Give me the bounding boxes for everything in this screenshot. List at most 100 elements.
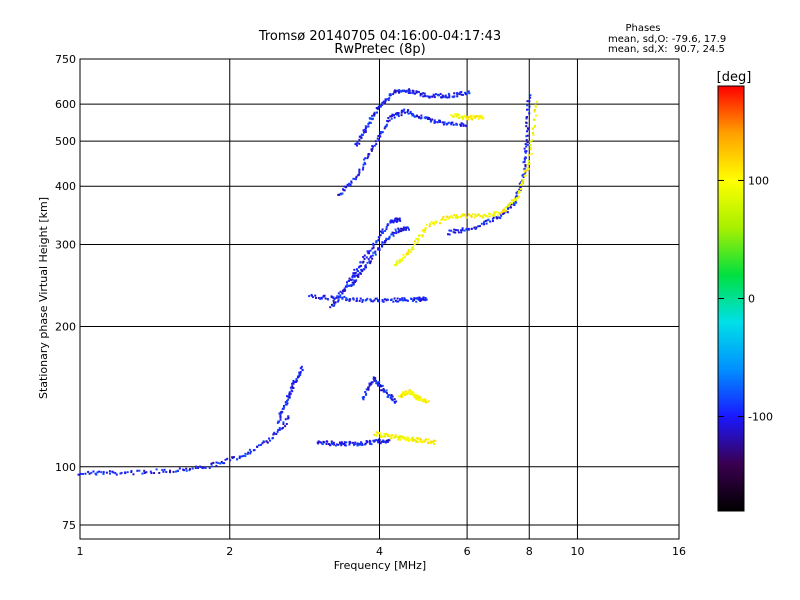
data-point — [529, 96, 532, 99]
data-point — [379, 435, 382, 438]
data-point — [434, 439, 437, 442]
data-point — [400, 393, 403, 396]
data-point — [422, 228, 425, 231]
data-point — [329, 444, 332, 447]
data-point — [130, 471, 133, 474]
y-tick-label: 500 — [55, 135, 76, 148]
data-point — [384, 390, 387, 393]
data-point — [92, 470, 95, 473]
data-point — [504, 210, 507, 213]
data-point — [418, 296, 421, 299]
data-point — [279, 416, 282, 419]
data-point — [400, 230, 403, 233]
data-point — [289, 386, 292, 389]
data-point — [366, 441, 369, 444]
data-point — [418, 437, 421, 440]
data-point — [360, 268, 363, 271]
data-point — [406, 437, 409, 440]
data-point — [194, 467, 197, 470]
data-point — [450, 123, 453, 126]
data-point — [272, 433, 275, 436]
data-point — [402, 393, 405, 396]
data-point — [185, 469, 188, 472]
data-point — [402, 226, 405, 229]
data-point — [361, 396, 364, 399]
data-point — [433, 223, 436, 226]
data-point — [374, 377, 377, 380]
colorbar-tick-label: 0 — [748, 293, 755, 306]
data-point — [288, 394, 291, 397]
data-point — [488, 215, 491, 218]
data-point — [393, 264, 396, 267]
data-point — [284, 418, 287, 421]
data-point — [345, 297, 348, 300]
data-point — [496, 214, 499, 217]
data-point — [136, 469, 139, 472]
data-point — [404, 437, 407, 440]
data-point — [388, 236, 391, 239]
data-point — [369, 260, 372, 263]
data-point — [533, 110, 536, 113]
data-point — [394, 228, 397, 231]
data-point — [374, 250, 377, 253]
data-point — [347, 279, 350, 282]
data-point — [161, 468, 164, 471]
data-point — [155, 468, 158, 471]
data-point — [445, 215, 448, 218]
data-point — [400, 114, 403, 117]
data-point — [299, 371, 302, 374]
data-point — [375, 107, 378, 110]
data-point — [427, 438, 430, 441]
data-point — [382, 102, 385, 105]
data-point — [460, 93, 463, 96]
data-point — [454, 113, 457, 116]
data-point — [362, 260, 365, 263]
data-point — [524, 156, 527, 159]
data-point — [410, 250, 413, 253]
data-point — [377, 441, 380, 444]
data-point — [326, 440, 329, 443]
data-point — [340, 441, 343, 444]
data-point — [424, 299, 427, 302]
data-point — [242, 454, 245, 457]
data-point — [423, 400, 426, 403]
data-point — [526, 104, 529, 107]
data-point — [513, 197, 516, 200]
data-point — [469, 114, 472, 117]
data-point — [411, 114, 414, 117]
data-point — [407, 437, 410, 440]
data-point — [403, 227, 406, 230]
data-point — [392, 220, 395, 223]
data-point — [352, 283, 355, 286]
data-point — [418, 440, 421, 443]
data-point — [400, 90, 403, 93]
data-point — [407, 249, 410, 252]
data-point — [393, 114, 396, 117]
data-point — [343, 189, 346, 192]
data-point — [340, 444, 343, 447]
data-point — [458, 93, 461, 96]
data-point — [244, 452, 247, 455]
data-point — [266, 441, 269, 444]
data-point — [342, 189, 345, 192]
data-point — [525, 130, 528, 133]
data-point — [395, 232, 398, 235]
data-point — [366, 157, 369, 160]
data-point — [520, 188, 523, 191]
data-point — [240, 455, 243, 458]
data-point — [372, 244, 375, 247]
data-point — [357, 173, 360, 176]
data-point — [433, 442, 436, 445]
data-point — [361, 443, 364, 446]
data-point — [399, 438, 402, 441]
data-point — [345, 441, 348, 444]
data-point — [480, 115, 483, 118]
data-point — [332, 301, 335, 304]
data-point — [395, 113, 398, 116]
data-point — [367, 152, 370, 155]
data-point — [442, 123, 445, 126]
data-point — [346, 298, 349, 301]
data-point — [406, 392, 409, 395]
data-point — [373, 114, 376, 117]
data-point — [415, 300, 418, 303]
